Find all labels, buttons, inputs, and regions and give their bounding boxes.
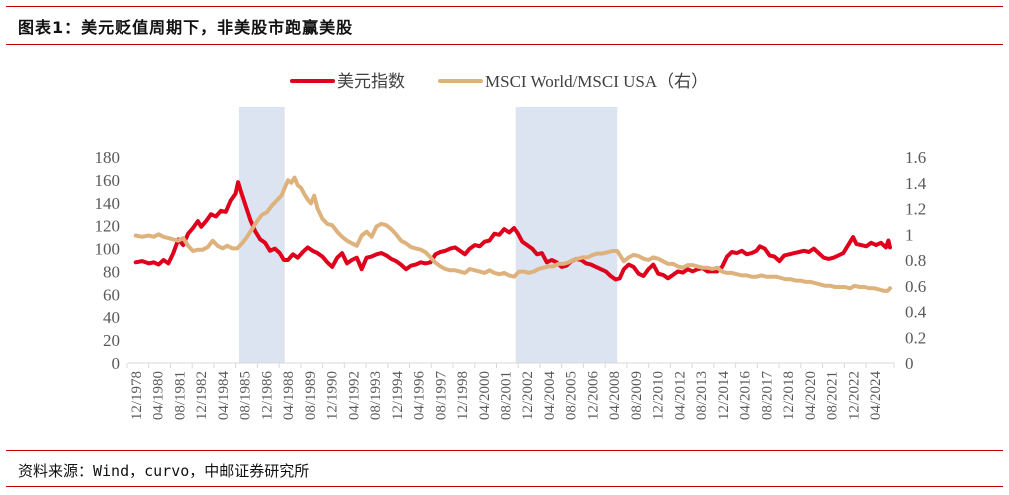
x-tick-label: 08/1985 bbox=[238, 371, 254, 420]
left-tick-label: 100 bbox=[95, 240, 121, 259]
x-tick-label: 04/2024 bbox=[868, 371, 884, 421]
right-tick-label: 1.6 bbox=[905, 148, 926, 167]
left-tick-label: 60 bbox=[103, 285, 120, 304]
right-tick-label: 1.2 bbox=[905, 200, 926, 219]
x-tick-label: 08/2005 bbox=[564, 371, 580, 420]
series-line-usd-index bbox=[133, 180, 892, 282]
figure-title: 图表1：美元贬值周期下，非美股市跑赢美股 bbox=[18, 18, 354, 37]
left-tick-label: 120 bbox=[95, 217, 121, 236]
x-tick-label: 04/1988 bbox=[281, 371, 297, 420]
x-tick-label: 12/1994 bbox=[390, 371, 406, 421]
right-tick-label: 1 bbox=[905, 225, 914, 244]
bottom-rule bbox=[6, 486, 1003, 487]
x-tick-label: 12/2006 bbox=[585, 371, 601, 421]
x-tick-label: 08/2013 bbox=[694, 371, 710, 420]
right-tick-label: 1.4 bbox=[905, 174, 927, 193]
shaded-period-1 bbox=[238, 107, 285, 363]
x-tick-label: 12/1982 bbox=[194, 371, 210, 420]
x-tick-label: 12/2014 bbox=[716, 371, 732, 421]
title-underline bbox=[6, 44, 1003, 45]
left-tick-label: 20 bbox=[103, 331, 120, 350]
series-lines bbox=[133, 175, 892, 293]
legend-label-msci: MSCI World/MSCI USA（右） bbox=[485, 72, 708, 91]
x-tick-label: 04/2012 bbox=[672, 371, 688, 420]
right-tick-label: 0.4 bbox=[905, 303, 927, 322]
left-tick-label: 180 bbox=[95, 148, 121, 167]
x-tick-label: 04/1980 bbox=[151, 371, 167, 420]
x-tick-label: 04/2000 bbox=[477, 371, 493, 420]
x-tick-label: 08/2009 bbox=[629, 371, 645, 420]
x-tick-label: 08/1997 bbox=[433, 371, 449, 421]
x-tick-label: 04/1996 bbox=[412, 371, 428, 421]
left-tick-label: 80 bbox=[103, 262, 120, 281]
x-tick-label: 04/2004 bbox=[542, 371, 558, 421]
left-axis: 0 20 40 60 80 100 120 140 160 180 bbox=[95, 148, 121, 373]
x-tick-label: 12/1990 bbox=[325, 371, 341, 420]
right-tick-label: 0.8 bbox=[905, 251, 926, 270]
x-tick-label: 08/2001 bbox=[499, 371, 515, 420]
x-tick-label: 08/1989 bbox=[303, 371, 319, 420]
x-tick-label: 12/1998 bbox=[455, 371, 471, 420]
x-tick-label: 04/2008 bbox=[607, 371, 623, 420]
x-tick-label: 12/2022 bbox=[846, 371, 862, 420]
source-note: 资料来源：Wind，curvo，中邮证券研究所 bbox=[18, 462, 310, 480]
x-tick-label: 12/1986 bbox=[259, 371, 275, 421]
x-tick-label: 08/2021 bbox=[825, 371, 841, 420]
series-line-msci-ratio bbox=[133, 175, 892, 293]
right-axis: 0 0.2 0.4 0.6 0.8 1 1.2 1.4 1.6 bbox=[905, 148, 927, 373]
x-tick-label: 08/2017 bbox=[759, 371, 775, 421]
source-top-rule bbox=[6, 450, 1003, 451]
x-tick-label: 04/2020 bbox=[803, 371, 819, 420]
x-tick-label: 08/1993 bbox=[368, 371, 384, 420]
legend-label-usd: 美元指数 bbox=[337, 72, 405, 91]
shaded-period-2 bbox=[515, 107, 618, 363]
x-tick-label: 12/2010 bbox=[651, 371, 667, 420]
right-tick-label: 0 bbox=[905, 354, 914, 373]
left-tick-label: 160 bbox=[95, 171, 121, 190]
x-tick-label: 08/1981 bbox=[172, 371, 188, 420]
x-tick-label: 04/1984 bbox=[216, 371, 232, 421]
x-tick-label: 12/1978 bbox=[129, 371, 145, 420]
x-tick-label: 12/2002 bbox=[520, 371, 536, 420]
left-tick-label: 140 bbox=[95, 194, 121, 213]
right-tick-label: 0.2 bbox=[905, 328, 926, 347]
left-tick-label: 0 bbox=[112, 354, 121, 373]
chart: 0 20 40 60 80 100 120 140 160 180 0 0.2 0.4 0.6 0.8 1 1… bbox=[95, 72, 927, 421]
right-tick-label: 0.6 bbox=[905, 277, 926, 296]
x-axis: 12/1978 04/1980 08/1981 12/1982 04/1984 08/19… bbox=[126, 362, 895, 421]
shaded-periods bbox=[238, 107, 618, 363]
legend: 美元指数 MSCI World/MSCI USA（右） bbox=[290, 72, 708, 91]
left-tick-label: 40 bbox=[103, 308, 120, 327]
top-rule bbox=[6, 6, 1003, 7]
x-tick-label: 04/2016 bbox=[738, 371, 754, 421]
x-tick-label: 12/2018 bbox=[781, 371, 797, 420]
x-tick-label: 04/1992 bbox=[346, 371, 362, 420]
